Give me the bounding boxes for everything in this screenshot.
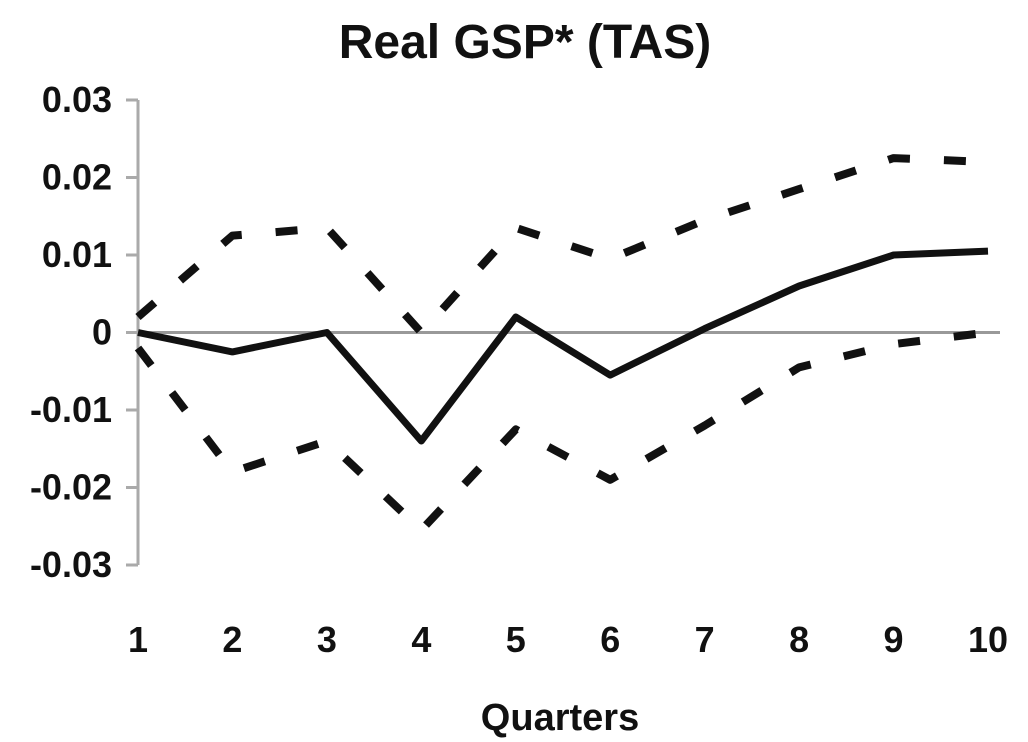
series-line-lower-band [134,328,989,535]
x-axis-label: Quarters [481,697,639,739]
y-tick-label: 0.01 [42,234,112,275]
x-tick-label: 9 [884,619,904,660]
plot-area: 0.03 0.02 0.01 0 -0.01 -0.02 -0.03 1 2 3 4 5 6 7 8 9 10 [30,79,1008,660]
x-tick-label: 10 [968,619,1008,660]
y-tick-label: 0 [92,312,112,353]
y-tick-label: -0.03 [30,544,112,585]
x-tick-label: 4 [411,619,431,660]
x-tick-label: 5 [506,619,526,660]
chart-title: Real GSP* (TAS) [339,16,712,69]
x-tick-label: 7 [695,619,715,660]
y-tick-label: 0.02 [42,157,112,198]
x-tick-label: 1 [128,619,148,660]
series-line-estimate [137,247,989,445]
x-tick-label: 2 [222,619,242,660]
y-tick-label: -0.01 [30,389,112,430]
series-line-upper-band [135,154,989,337]
x-tick-label: 6 [600,619,620,660]
x-tick-label: 8 [789,619,809,660]
y-tick-label: 0.03 [42,79,112,120]
y-tick-label: -0.02 [30,467,112,508]
x-tick-label: 3 [317,619,337,660]
